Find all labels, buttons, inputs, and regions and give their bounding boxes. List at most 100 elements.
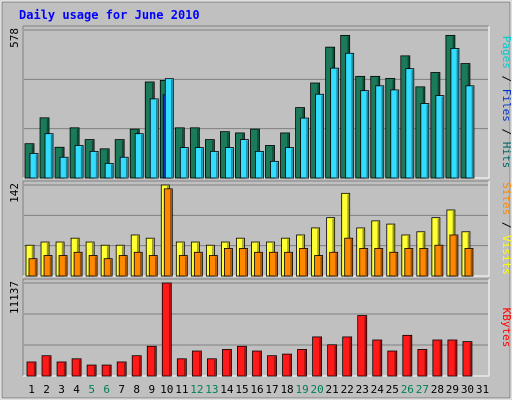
bar-sites (88, 255, 98, 277)
bar-pages (104, 163, 114, 179)
bar-sites (374, 248, 384, 277)
chart-title: Daily usage for June 2010 (19, 8, 200, 22)
bar-kbytes (176, 358, 187, 377)
bar-kbytes (116, 361, 127, 377)
bar-kbytes (41, 355, 52, 377)
x-tick-label: 25 (386, 383, 399, 396)
x-tick-label: 18 (280, 383, 293, 396)
chart-panels: 578 Pages / Files / Hits 142 Sites / Visits… (8, 25, 512, 377)
bar-kbytes (447, 339, 458, 377)
bar-pages (240, 139, 249, 179)
bar-pages (255, 150, 264, 179)
bar-pages (194, 147, 204, 179)
x-tick-label: 16 (250, 383, 263, 396)
x-tick-label: 28 (431, 383, 444, 396)
bar-pages (330, 67, 340, 179)
bar-kbytes (86, 364, 97, 377)
bar-pages (285, 147, 294, 179)
panel-visits: 142 Sites / Visits (8, 180, 512, 277)
bar-sites (284, 251, 293, 277)
bar-sites (404, 248, 414, 277)
bar-sites (148, 255, 158, 277)
bar-kbytes (146, 345, 157, 377)
bar-kbytes (252, 350, 262, 377)
bar-kbytes (297, 349, 307, 377)
bar-sites (73, 251, 83, 277)
bar-sites (434, 244, 444, 277)
bar-kbytes (101, 364, 112, 377)
x-tick-label: 12 (190, 383, 203, 396)
x-tick-label: 30 (461, 383, 474, 396)
x-axis-labels: 1 2 3 4 5 6 7 8 9 10 11 12 13 14 15 16 17 18 19 20 21 22 23 24 2… (28, 383, 489, 396)
bar-pages (134, 133, 144, 179)
bar-sites (208, 255, 218, 277)
x-tick-label: 24 (371, 383, 385, 396)
bar-kbytes (432, 339, 443, 377)
bar-kbytes (312, 336, 323, 377)
bar-sites (464, 248, 474, 277)
series-legend-visits: Sites / Visits (500, 182, 512, 275)
bar-pages (345, 52, 355, 179)
bar-pages (29, 153, 39, 179)
x-tick-label: 4 (73, 383, 80, 396)
bar-sites (103, 258, 113, 277)
bar-kbytes (131, 355, 142, 377)
bar-kbytes (71, 358, 82, 377)
bar-sites (178, 255, 188, 277)
bar-kbytes (282, 353, 292, 377)
bar-pages (44, 133, 54, 179)
bar-kbytes (267, 355, 277, 377)
series-legend-hits: Pages / Files / Hits (500, 36, 512, 169)
bar-kbytes (56, 361, 67, 377)
legend-text: Sites (500, 182, 512, 215)
bar-sites (163, 188, 173, 277)
panel-kbytes: 11137 KBytes (8, 278, 512, 377)
bar-sites (118, 255, 128, 277)
bar-pages (435, 95, 445, 179)
bar-pages (119, 156, 129, 179)
bar-pages (360, 90, 370, 179)
bar-pages (465, 85, 475, 179)
bar-sites (58, 255, 68, 277)
bar-pages (59, 156, 69, 179)
bar-sites (329, 251, 339, 277)
bar-pages (89, 150, 99, 179)
bar-pages (74, 145, 84, 179)
bar-kbytes (342, 336, 353, 377)
x-tick-label: 15 (235, 383, 248, 396)
bar-kbytes (462, 341, 473, 377)
bar-sites (359, 248, 369, 277)
x-tick-label: 1 (28, 383, 35, 396)
bar-pages (270, 160, 279, 179)
bar-pages (315, 93, 325, 179)
bar-pages (225, 147, 234, 179)
legend-text: / (500, 122, 512, 142)
bar-kbytes (191, 350, 202, 377)
bar-kbytes (372, 339, 383, 377)
x-tick-label: 27 (416, 383, 429, 396)
bar-sites (28, 258, 38, 277)
bar-sites (224, 248, 233, 277)
x-tick-label: 11 (175, 383, 188, 396)
bar-sites (193, 251, 203, 277)
legend-text: Pages (500, 36, 512, 69)
panel-hits: 578 Pages / Files / Hits (8, 25, 512, 179)
legend-text: KBytes (500, 308, 512, 348)
x-tick-label: 29 (446, 383, 459, 396)
x-tick-label: 13 (205, 383, 218, 396)
bar-sites (419, 248, 429, 277)
bar-kbytes (237, 345, 247, 377)
legend-text: / (500, 69, 512, 89)
x-tick-label: 10 (160, 383, 173, 396)
bar-pages (149, 98, 159, 179)
bar-pages (420, 103, 430, 179)
legend-text: Files (500, 89, 512, 122)
x-tick-label: 26 (401, 383, 414, 396)
bar-pages (164, 78, 174, 179)
bar-sites (239, 248, 248, 277)
bar-pages (300, 117, 309, 179)
bar-sites (344, 237, 354, 277)
